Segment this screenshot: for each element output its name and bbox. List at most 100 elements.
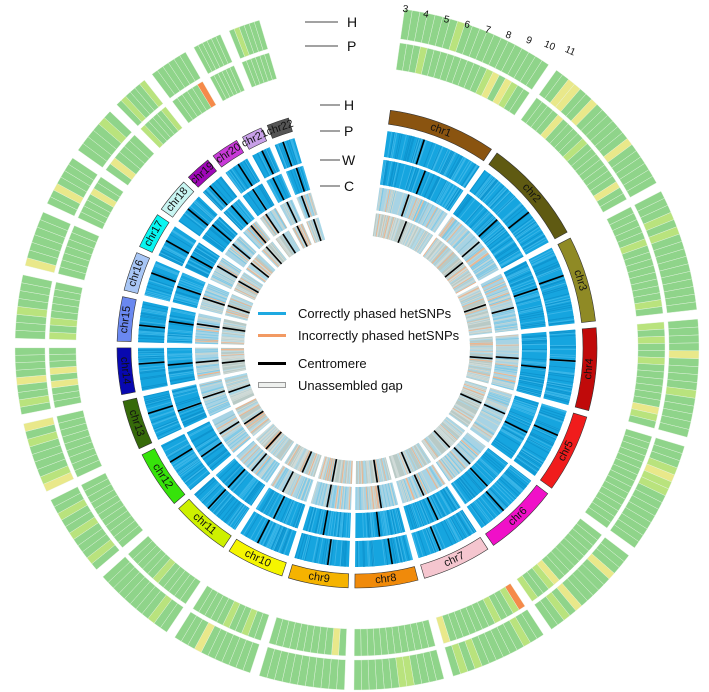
snp-streak <box>484 227 505 245</box>
snp-streak <box>171 450 195 466</box>
snp-streak <box>521 334 547 338</box>
snp-streak <box>469 341 493 344</box>
snp-streak <box>398 536 405 562</box>
scale-ticks: 3 4 5 6 7 8 9 10 11 <box>402 4 578 59</box>
snp-streak <box>473 501 490 523</box>
snp-streak <box>437 460 452 480</box>
snp-streak <box>195 338 219 342</box>
snp-streak <box>306 193 315 216</box>
snp-streak <box>414 138 423 164</box>
snp-streak <box>261 216 276 237</box>
snp-streak <box>138 354 165 357</box>
snp-streak <box>156 425 181 437</box>
snp-streak <box>431 525 443 551</box>
snp-streak <box>246 482 262 503</box>
snp-streak <box>434 429 452 447</box>
snp-streak <box>494 364 518 369</box>
snp-streak <box>162 245 187 259</box>
snp-streak <box>167 332 193 336</box>
snp-streak <box>256 152 270 177</box>
snp-streak <box>275 497 288 521</box>
snp-streak <box>489 189 509 209</box>
snp-streak <box>492 191 512 211</box>
track-segment <box>372 213 434 255</box>
snp-streak <box>484 283 506 294</box>
legend-swatch-incorrect <box>258 333 286 337</box>
snp-streak <box>541 403 567 412</box>
snp-streak <box>454 278 475 292</box>
snp-streak <box>487 186 506 207</box>
snp-streak <box>246 228 264 247</box>
snp-streak <box>382 510 388 536</box>
snp-streak <box>522 445 546 460</box>
snp-streak <box>515 296 541 305</box>
snp-streak <box>520 322 546 327</box>
snp-streak <box>308 453 318 476</box>
snp-streak <box>225 376 248 384</box>
snp-streak <box>383 160 389 186</box>
snp-streak <box>293 447 305 469</box>
snp-streak <box>173 390 198 399</box>
snp-streak <box>536 267 561 278</box>
snp-streak <box>201 388 225 396</box>
snp-streak <box>410 137 419 163</box>
snp-streak <box>476 265 497 278</box>
snp-streak <box>521 357 547 361</box>
snp-streak <box>449 517 463 541</box>
snp-streak <box>247 192 263 214</box>
snp-streak <box>324 457 332 481</box>
snp-streak <box>256 424 275 441</box>
snp-streak <box>249 484 265 506</box>
snp-streak <box>197 371 221 377</box>
snp-streak <box>214 221 234 239</box>
snp-streak <box>234 240 253 257</box>
snp-streak <box>467 319 491 326</box>
snp-streak <box>282 499 294 524</box>
snp-streak <box>468 367 491 373</box>
snp-streak <box>500 253 523 267</box>
snp-streak <box>504 207 526 225</box>
chromosome-band-chr13 <box>122 397 153 450</box>
snp-streak <box>521 362 547 366</box>
snp-streak <box>321 483 328 507</box>
snp-streak <box>293 168 303 193</box>
snp-streak <box>269 434 285 453</box>
snp-streak <box>488 233 510 250</box>
snp-streak <box>418 500 429 525</box>
snp-streak <box>295 448 307 470</box>
snp-streak <box>503 473 524 491</box>
snp-streak <box>221 423 241 438</box>
snp-streak <box>256 488 271 510</box>
snp-streak <box>221 357 245 360</box>
snp-streak <box>253 188 268 210</box>
snp-streak <box>506 469 527 487</box>
snp-streak <box>478 458 498 477</box>
snp-streak <box>493 316 517 322</box>
snp-streak <box>503 422 527 435</box>
snp-streak <box>262 215 277 235</box>
snp-streak <box>515 457 538 473</box>
centromere-mark <box>469 355 493 360</box>
snp-streak <box>523 237 547 251</box>
snp-streak <box>404 165 413 191</box>
snp-streak <box>144 393 170 401</box>
snp-streak <box>479 220 499 238</box>
snp-streak <box>195 361 219 365</box>
snp-streak <box>371 459 376 483</box>
snp-streak <box>336 485 340 509</box>
snp-streak <box>507 414 532 426</box>
snp-streak <box>164 243 188 257</box>
snp-streak <box>411 532 421 558</box>
snp-streak <box>178 459 200 475</box>
snp-streak <box>487 291 509 300</box>
snp-streak <box>178 281 203 292</box>
snp-streak <box>194 477 215 496</box>
snp-streak <box>506 268 530 280</box>
snp-streak <box>392 509 399 534</box>
snp-streak <box>448 226 465 245</box>
centromere-mark <box>265 246 283 265</box>
snp-streak <box>451 409 472 423</box>
snp-streak <box>297 449 309 471</box>
snp-streak <box>138 337 165 340</box>
snp-streak <box>243 480 260 501</box>
